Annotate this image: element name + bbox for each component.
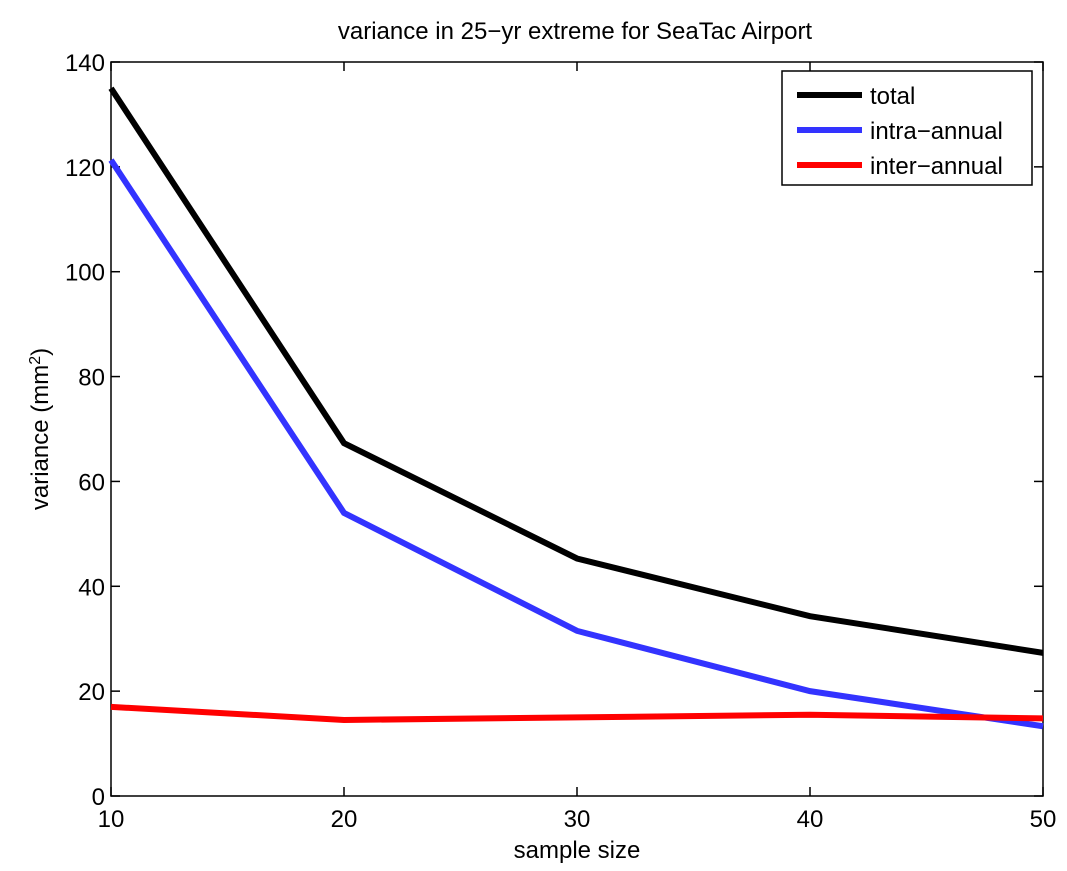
- x-tick-label: 30: [564, 806, 591, 833]
- x-tick-label: 10: [98, 806, 125, 833]
- y-tick-label: 60: [78, 469, 105, 496]
- x-axis-title: sample size: [514, 837, 641, 864]
- series-line-intra-annual: [108, 158, 1044, 730]
- y-tick-label: 80: [78, 365, 105, 392]
- legend-label: total: [870, 83, 915, 110]
- x-tick-label: 50: [1030, 806, 1057, 833]
- series-line-total: [108, 86, 1044, 656]
- y-tick-label: 0: [92, 784, 105, 811]
- y-axis-title-prefix: variance (mm: [27, 365, 54, 510]
- legend: total intra−annual inter−annual: [781, 70, 1033, 186]
- y-axis-title: variance (mm2): [27, 348, 55, 510]
- legend-label: inter−annual: [870, 153, 1003, 180]
- legend-label: intra−annual: [870, 118, 1003, 145]
- x-axis-ticks: 10 20 30 40 50: [98, 62, 1057, 833]
- y-axis-title-superscript: 2: [27, 356, 44, 365]
- x-tick-label: 40: [797, 806, 824, 833]
- series-line-inter-annual: [110, 703, 1044, 723]
- y-tick-label: 140: [65, 50, 105, 77]
- y-tick-label: 40: [78, 574, 105, 601]
- y-tick-label: 20: [78, 679, 105, 706]
- series-lines: [108, 86, 1044, 730]
- y-axis-ticks: 0 20 40 60 80 100 120 140: [65, 50, 1043, 811]
- chart-title: variance in 25−yr extreme for SeaTac Air…: [338, 18, 813, 45]
- y-axis-title-suffix: ): [27, 348, 54, 356]
- y-tick-label: 120: [65, 155, 105, 182]
- x-tick-label: 20: [331, 806, 358, 833]
- y-tick-label: 100: [65, 260, 105, 287]
